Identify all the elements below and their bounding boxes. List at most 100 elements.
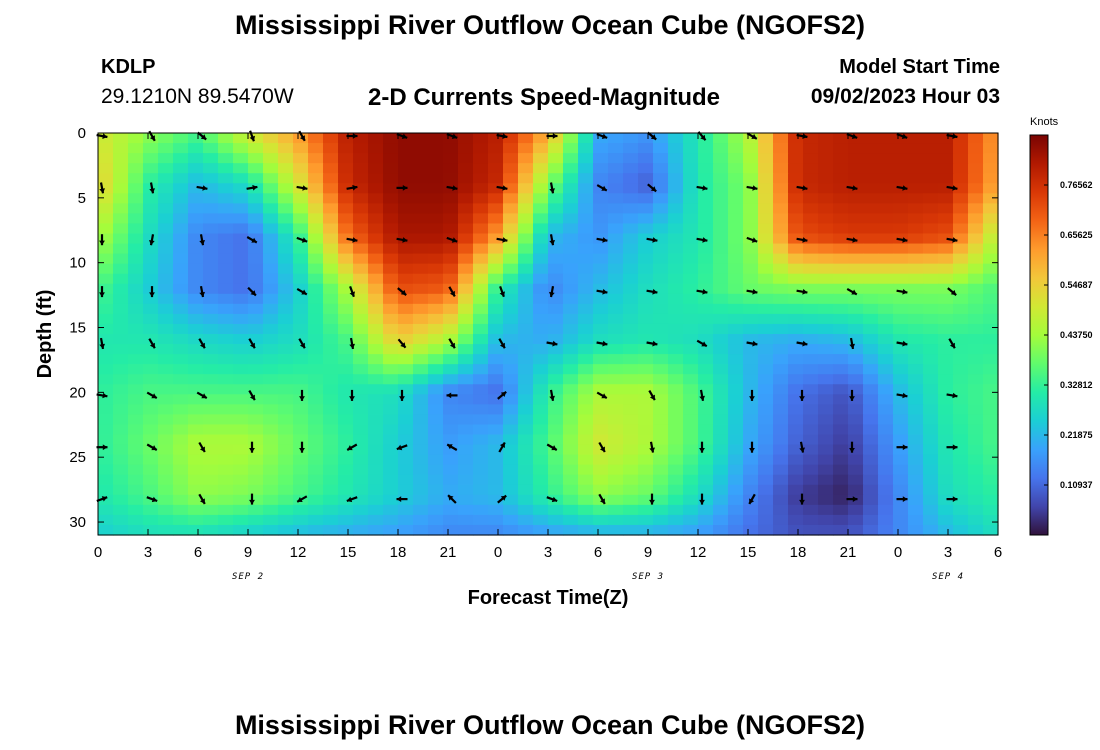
heatmap-cell: [98, 293, 114, 305]
heatmap-cell: [593, 303, 609, 315]
heatmap-cell: [893, 404, 909, 415]
heatmap-cell: [263, 394, 279, 405]
heatmap-cell: [788, 203, 804, 214]
heatmap-cell: [953, 183, 969, 194]
heatmap-cell: [668, 213, 684, 225]
heatmap-cell: [173, 143, 189, 154]
heatmap-cell: [398, 293, 414, 305]
heatmap-cell: [638, 163, 654, 174]
heatmap-cell: [98, 303, 114, 315]
heatmap-cell: [773, 434, 789, 446]
heatmap-cell: [878, 153, 894, 164]
heatmap-cell: [533, 454, 549, 466]
heatmap-cell: [623, 303, 639, 315]
heatmap-cell: [128, 424, 144, 436]
heatmap-cell: [248, 273, 264, 285]
heatmap-cell: [803, 183, 819, 194]
heatmap-cell: [518, 404, 534, 415]
heatmap-cell: [143, 404, 159, 415]
current-vector-arrow: [796, 185, 808, 191]
heatmap-cell: [668, 163, 684, 174]
heatmap-cell: [938, 143, 954, 154]
heatmap-cell: [473, 243, 489, 255]
heatmap-cell: [503, 474, 519, 486]
heatmap-cell: [713, 313, 729, 325]
heatmap-cell: [263, 293, 279, 305]
heatmap-cell: [98, 213, 114, 225]
heatmap-cell: [218, 424, 234, 436]
heatmap-cell: [533, 384, 549, 395]
current-vector-arrow: [746, 340, 758, 347]
heatmap-cell: [488, 283, 504, 295]
heatmap-cell: [338, 213, 354, 225]
heatmap-cell: [968, 173, 984, 184]
heatmap-cell: [848, 474, 864, 486]
heatmap-cell: [743, 283, 759, 295]
heatmap-cell: [953, 444, 969, 456]
heatmap-cell: [968, 323, 984, 335]
heatmap-cell: [728, 223, 744, 235]
heatmap-cell: [923, 464, 939, 476]
heatmap-cell: [593, 223, 609, 235]
heatmap-cell: [758, 334, 774, 345]
heatmap-cell: [413, 404, 429, 415]
heatmap-cell: [158, 143, 174, 154]
heatmap-cell: [908, 143, 924, 154]
heatmap-cell: [938, 303, 954, 315]
heatmap-cell: [743, 153, 759, 164]
current-vector-arrow: [746, 132, 758, 140]
heatmap-cell: [323, 414, 339, 426]
heatmap-cell: [113, 143, 129, 154]
current-vector-arrow: [346, 496, 358, 503]
heatmap-cell: [908, 344, 924, 355]
heatmap-cell: [188, 283, 204, 295]
heatmap-cell: [578, 263, 594, 275]
heatmap-cell: [923, 303, 939, 315]
heatmap-cell: [473, 313, 489, 325]
heatmap-cell: [368, 414, 384, 426]
heatmap-cell: [938, 273, 954, 285]
heatmap-cell: [803, 394, 819, 405]
heatmap-cell: [938, 213, 954, 225]
heatmap-cell: [143, 414, 159, 426]
heatmap-cell: [473, 273, 489, 285]
heatmap-cell: [728, 283, 744, 295]
heatmap-cell: [548, 334, 564, 345]
heatmap-cell: [563, 414, 579, 426]
heatmap-cell: [548, 223, 564, 235]
heatmap-cell: [248, 434, 264, 446]
heatmap-cell: [173, 213, 189, 225]
heatmap-cell: [728, 354, 744, 365]
heatmap-cell: [548, 354, 564, 365]
heatmap-cell: [803, 173, 819, 184]
current-vector-arrow: [546, 443, 558, 451]
heatmap-cell: [848, 524, 864, 536]
heatmap-cell: [938, 203, 954, 214]
heatmap-cell: [173, 163, 189, 174]
heatmap-cell: [968, 374, 984, 385]
heatmap-cell: [668, 474, 684, 486]
heatmap-cell: [398, 153, 414, 164]
heatmap-cell: [128, 313, 144, 325]
heatmap-cell: [683, 494, 699, 506]
heatmap-cell: [833, 334, 849, 345]
heatmap-cell: [593, 173, 609, 184]
heatmap-cell: [158, 434, 174, 446]
heatmap-cell: [203, 153, 219, 164]
heatmap-cell: [518, 444, 534, 456]
heatmap-cell: [818, 173, 834, 184]
heatmap-cell: [863, 504, 879, 516]
heatmap-cell: [233, 384, 249, 395]
heatmap-cell: [698, 414, 714, 426]
heatmap-cell: [158, 273, 174, 285]
heatmap-cell: [143, 424, 159, 436]
current-vector-arrow: [946, 185, 958, 191]
heatmap-cell: [893, 303, 909, 315]
current-vector-arrow: [396, 133, 408, 139]
heatmap-cell: [983, 354, 999, 365]
heatmap-cell: [908, 434, 924, 446]
heatmap-cell: [818, 203, 834, 214]
heatmap-cell: [698, 344, 714, 355]
heatmap-cell: [218, 494, 234, 506]
heatmap-cell: [338, 313, 354, 325]
